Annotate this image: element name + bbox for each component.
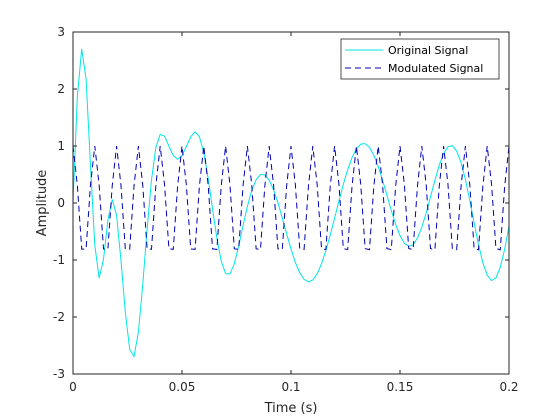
x-tick-label: 0.15 xyxy=(387,380,414,394)
x-tick-label: 0 xyxy=(69,380,77,394)
series-line-original-signal xyxy=(73,48,509,358)
legend-label-modulated-signal: Modulated Signal xyxy=(388,62,483,75)
series-line-modulated-signal xyxy=(73,145,509,251)
y-tick-label: -2 xyxy=(53,310,65,324)
y-tick-label: -1 xyxy=(53,253,65,267)
x-axis-label: Time (s) xyxy=(264,401,318,416)
y-tick-label: 0 xyxy=(57,196,65,210)
plot-background xyxy=(73,32,509,374)
y-axis-label: Amplitude xyxy=(35,170,50,237)
y-tick-label: 2 xyxy=(57,82,65,96)
x-tick-label: 0.2 xyxy=(499,380,518,394)
y-tick-label: -3 xyxy=(53,367,65,381)
y-tick-label: 1 xyxy=(57,139,65,153)
x-tick-label: 0.05 xyxy=(169,380,196,394)
legend-box xyxy=(340,38,500,80)
legend: Original Signal Modulated Signal xyxy=(340,38,500,80)
legend-label-original-signal: Original Signal xyxy=(388,44,468,57)
x-tick-label: 0.1 xyxy=(281,380,300,394)
y-tick-label: 3 xyxy=(57,25,65,39)
